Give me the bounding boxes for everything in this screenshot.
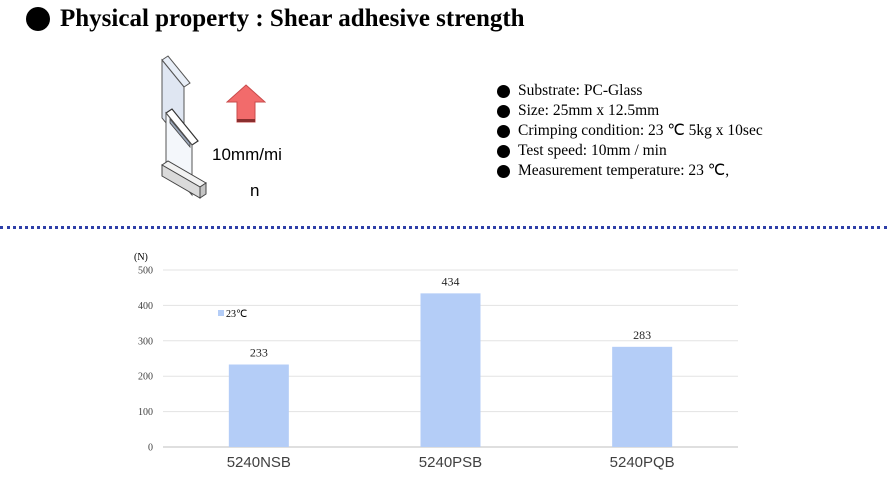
condition-item: Substrate: PC-Glass: [497, 81, 763, 101]
condition-item: Test speed: 10mm / min: [497, 141, 763, 161]
x-tick-label-5240NSB: 5240NSB: [227, 454, 291, 471]
chart-bars: [228, 293, 673, 447]
bullet-icon: [497, 144, 510, 158]
data-label-5240NSB: 233: [250, 346, 268, 360]
y-axis-unit-label: (N): [134, 252, 148, 263]
y-tick-label: 100: [138, 407, 153, 418]
y-tick-label: 500: [138, 266, 153, 277]
test-fixture-diagram: [161, 55, 207, 199]
data-label-5240PSB: 434: [442, 274, 460, 288]
bullet-icon: [497, 164, 510, 178]
bullet-icon: [497, 124, 510, 138]
test-conditions-list: Substrate: PC-Glass Size: 25mm x 12.5mm …: [497, 81, 763, 181]
section-divider: [0, 226, 887, 229]
condition-item: Measurement temperature: 23 ℃,: [497, 161, 763, 181]
y-tick-label: 300: [138, 336, 153, 347]
page-title-text: Physical property : Shear adhesive stren…: [60, 5, 525, 32]
y-axis-ticks: 0 100 200 300 400 500: [138, 266, 153, 454]
legend-label: 23℃: [226, 309, 247, 320]
bar-5240PQB: [612, 346, 673, 447]
shear-strength-bar-chart: 0 100 200 300 400 500 233 434 283 5240NSB 5240PS…: [134, 252, 738, 471]
speed-label: 10mm/mi: [212, 145, 282, 164]
x-tick-label-5240PSB: 5240PSB: [419, 454, 482, 471]
page-title: Physical property : Shear adhesive stren…: [26, 2, 525, 36]
condition-item: Size: 25mm x 12.5mm: [497, 101, 763, 121]
condition-item: Crimping condition: 23 ℃ 5kg x 10sec: [497, 121, 763, 141]
title-bullet-icon: [26, 7, 50, 31]
y-tick-label: 400: [138, 301, 153, 312]
bar-value-labels: 233 434 283: [250, 274, 651, 359]
pull-direction-arrow-icon: [226, 84, 266, 123]
x-tick-label-5240PQB: 5240PQB: [610, 454, 675, 471]
y-tick-label: 200: [138, 372, 153, 383]
bullet-icon: [497, 84, 510, 98]
x-axis-ticks: 5240NSB 5240PSB 5240PQB: [227, 454, 675, 471]
bullet-icon: [497, 104, 510, 118]
data-label-5240PQB: 283: [633, 328, 651, 342]
bar-5240NSB: [228, 364, 289, 447]
legend-swatch: [218, 310, 224, 316]
bar-5240PSB: [420, 293, 481, 447]
chart-legend: 23℃: [218, 309, 247, 320]
y-tick-label: 0: [148, 443, 153, 454]
speed-label-continued: n: [250, 181, 260, 200]
